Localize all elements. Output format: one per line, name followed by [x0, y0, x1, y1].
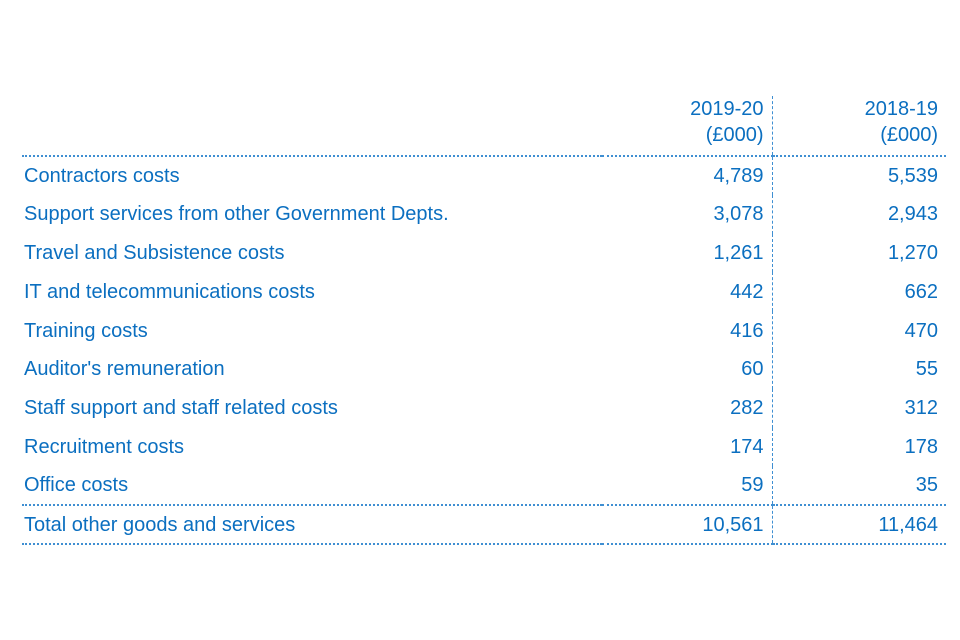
- table-row: Travel and Subsistence costs 1,261 1,270: [22, 233, 946, 273]
- value-2019-20: 416: [602, 311, 773, 350]
- value-2019-20: 4,789: [602, 156, 773, 195]
- table-row: Auditor's remuneration 60 55: [22, 349, 946, 389]
- value-2018-19: 5,539: [887, 164, 938, 187]
- row-label: Staff support and staff related costs: [24, 397, 338, 420]
- total-2018-19: 11,464: [772, 504, 946, 545]
- table-row: Office costs 59 35: [22, 466, 946, 506]
- value-2019-20: 282: [602, 388, 773, 428]
- other-goods-services-table: 2019-20 (£000) 2018-19 (£000) Contractor…: [22, 96, 946, 545]
- row-label: Contractors costs: [24, 164, 180, 187]
- row-label: Training costs: [24, 319, 148, 342]
- row-label: Support services from other Government D…: [24, 203, 449, 226]
- value-2019-20: 59: [602, 466, 773, 506]
- table-row: Support services from other Government D…: [22, 194, 946, 234]
- column-header-2019-20: 2019-20 (£000): [602, 96, 773, 157]
- row-label: Office costs: [24, 474, 129, 497]
- table-row: Training costs 416 470: [22, 311, 946, 350]
- table-row: IT and telecommunications costs 442 662: [22, 272, 946, 312]
- total-label: Total other goods and services: [22, 504, 602, 545]
- value-2018-19: 178: [904, 435, 938, 458]
- column-header-year: 2018-19: [864, 98, 938, 120]
- value-2018-19: 312: [904, 397, 938, 420]
- column-header-unit: (£000): [880, 124, 938, 146]
- row-label: Recruitment costs: [24, 435, 185, 458]
- value-2018-19: 35: [915, 474, 938, 497]
- value-2018-19: 55: [915, 358, 938, 381]
- label-column-header: [22, 96, 602, 157]
- costs-table-container: 2019-20 (£000) 2018-19 (£000) Contractor…: [22, 96, 946, 545]
- column-header-unit: (£000): [705, 124, 764, 146]
- value-2019-20: 174: [602, 427, 773, 467]
- table-row: Recruitment costs 174 178: [22, 427, 946, 467]
- total-row: Total other goods and services 10,561 11…: [22, 504, 946, 545]
- column-header-year: 2019-20: [690, 98, 764, 120]
- value-2019-20: 1,261: [602, 233, 773, 273]
- value-2019-20: 3,078: [602, 194, 773, 234]
- table-header-row: 2019-20 (£000) 2018-19 (£000): [22, 96, 946, 157]
- row-label: Travel and Subsistence costs: [24, 241, 285, 264]
- value-2019-20: 60: [602, 349, 773, 389]
- row-label: IT and telecommunications costs: [24, 280, 315, 303]
- value-2019-20: 442: [602, 272, 773, 312]
- table-row: Staff support and staff related costs 28…: [22, 388, 946, 428]
- value-2018-19: 1,270: [887, 241, 938, 264]
- total-2019-20: 10,561: [602, 504, 773, 545]
- row-label: Auditor's remuneration: [24, 358, 225, 381]
- table-row: Contractors costs 4,789 5,539: [22, 156, 946, 195]
- value-2018-19: 470: [904, 319, 938, 342]
- value-2018-19: 2,943: [887, 203, 938, 226]
- column-header-2018-19: 2018-19 (£000): [772, 96, 946, 157]
- value-2018-19: 662: [904, 280, 938, 303]
